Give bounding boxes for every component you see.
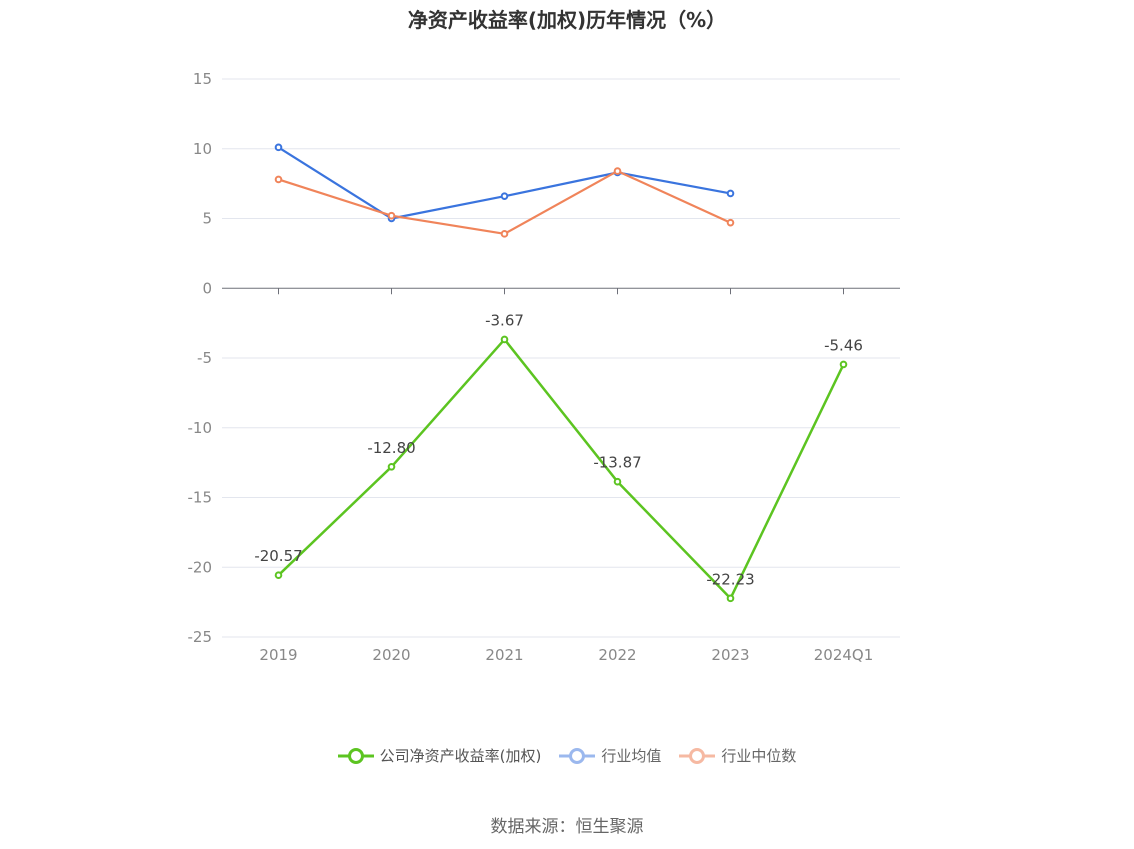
x-tick-label: 2019 — [259, 646, 297, 664]
data-point — [613, 477, 622, 486]
y-tick-label: -5 — [197, 349, 212, 367]
x-tick-label: 2024Q1 — [814, 646, 874, 664]
y-tick-label: 5 — [202, 210, 212, 228]
y-tick-label: -25 — [188, 628, 213, 646]
legend-item-industry-mean[interactable]: 行业均值 — [559, 745, 661, 766]
data-point — [274, 143, 283, 152]
data-label: -13.87 — [593, 454, 641, 472]
data-point — [726, 218, 735, 227]
y-tick-label: -10 — [188, 419, 213, 437]
data-point — [726, 189, 735, 198]
data-label: -5.46 — [824, 336, 863, 354]
y-tick-label: 10 — [193, 140, 212, 158]
legend-marker-circle — [347, 747, 364, 764]
source-note: 数据来源：恒生聚源 — [490, 817, 644, 837]
legend-line-marker-icon — [559, 747, 596, 764]
data-label: -22.23 — [706, 570, 754, 588]
data-point — [387, 211, 396, 220]
x-tick-label: 2023 — [711, 646, 749, 664]
data-point — [500, 192, 509, 200]
legend-item-company[interactable]: 公司净资产收益率(加权) — [337, 745, 542, 766]
y-tick-label: 15 — [193, 70, 212, 88]
series-line-0 — [277, 338, 845, 600]
axes: 15 10 5 0 -5 -10 -15 -20 -25 2019 2020 2021 2022 2023… — [188, 70, 900, 664]
data-label: -20.57 — [254, 547, 302, 565]
data-point — [726, 594, 735, 603]
chart-plot: 15 10 5 0 -5 -10 -15 -20 -25 2019 2020 2021 2022 2023… — [188, 70, 900, 664]
series-lines — [274, 143, 848, 603]
data-labels: -20.57 -12.80 -3.67 -13.87 -22.23 -5.46 — [254, 311, 863, 588]
x-tick-label: 2022 — [598, 646, 636, 664]
x-tick-label: 2021 — [485, 646, 523, 664]
data-point — [613, 167, 622, 175]
legend-label-company: 公司净资产收益率(加权) — [379, 747, 542, 765]
series-line-1 — [277, 146, 731, 220]
data-label: -12.80 — [367, 439, 415, 457]
legend-marker-circle — [569, 747, 586, 764]
legend: 公司净资产收益率(加权) 行业均值 行业中位数 — [0, 745, 1134, 766]
legend-line-marker-icon — [337, 747, 374, 764]
chart-title: 净资产收益率(加权)历年情况（%） — [407, 8, 727, 32]
data-point — [839, 360, 848, 369]
legend-item-industry-median[interactable]: 行业中位数 — [679, 745, 796, 766]
data-point — [500, 335, 509, 344]
data-point — [274, 571, 283, 580]
data-point — [274, 175, 283, 184]
data-point — [500, 230, 509, 238]
data-point — [387, 463, 396, 471]
legend-line-marker-icon — [679, 747, 716, 764]
legend-marker-circle — [689, 747, 706, 764]
y-tick-label: -15 — [188, 489, 213, 507]
grid-lines — [222, 78, 900, 638]
legend-label-industry-mean: 行业均值 — [601, 747, 662, 765]
data-label: -3.67 — [485, 311, 524, 329]
y-tick-label: 0 — [202, 279, 212, 297]
legend-label-industry-median: 行业中位数 — [721, 747, 797, 765]
y-tick-label: -20 — [188, 558, 213, 576]
x-tick-label: 2020 — [372, 646, 410, 664]
